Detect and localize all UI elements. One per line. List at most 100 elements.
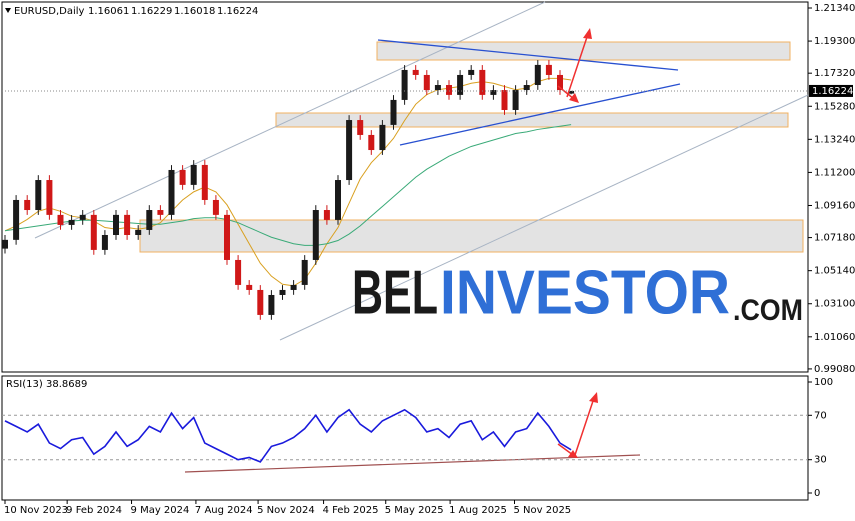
watermark: BEL: [352, 258, 438, 327]
x-tick-label: 10 Nov 2023: [4, 505, 68, 516]
candle-body: [268, 294, 275, 315]
y-tick-label: 1.11200: [814, 167, 855, 178]
x-tick-label: 4 Feb 2025: [323, 505, 379, 516]
candle-body: [323, 210, 330, 220]
y-tick-label: 0: [814, 488, 820, 499]
candle-body: [346, 120, 353, 181]
annotations: [184, 28, 681, 473]
candle-body: [412, 69, 419, 75]
candle-body: [246, 284, 253, 290]
candle-body: [301, 259, 308, 285]
rsi-trend-line: [184, 454, 641, 473]
y-tick-label: 70: [814, 410, 827, 421]
candle-body: [368, 134, 375, 151]
candle-body: [124, 214, 131, 235]
candle-body: [201, 164, 208, 200]
ohlc-open: 1.16061: [88, 6, 129, 17]
candle-body: [512, 90, 519, 110]
candle-body: [523, 85, 530, 91]
support-zone: [139, 219, 804, 253]
candle-body: [501, 90, 508, 110]
y-tick-label: 1.09160: [814, 200, 855, 211]
x-tick-label: 5 May 2025: [385, 505, 444, 516]
candle-body: [379, 124, 386, 151]
candle-body: [434, 85, 441, 91]
y-tick-label: 1.07180: [814, 233, 855, 244]
candle-body: [79, 214, 86, 220]
arrow-head: [583, 28, 592, 39]
candle-body: [479, 69, 486, 95]
arrow: [557, 443, 574, 456]
candle-body: [235, 259, 242, 285]
symbol: EURUSD,Daily: [14, 6, 85, 17]
candle-body: [113, 214, 119, 235]
channel-line: [279, 94, 809, 341]
candle-body: [2, 239, 8, 249]
candle-body: [90, 214, 97, 250]
candle-body: [390, 99, 397, 125]
candle-body: [135, 229, 142, 235]
candle-body: [490, 90, 497, 95]
candle-body: [568, 90, 575, 94]
candle-body: [468, 69, 475, 75]
ohlc-low: 1.16018: [174, 6, 215, 17]
y-tick-label: 30: [814, 455, 827, 466]
symbol-marker: [5, 8, 11, 13]
channel-line: [34, 1, 546, 239]
trend-line: [399, 83, 681, 146]
y-tick-label: 1.19300: [814, 36, 855, 47]
y-tick-label: 1.03100: [814, 299, 855, 310]
y-tick-label: 1.17320: [814, 68, 855, 79]
candle-body: [557, 74, 563, 91]
candle-body: [168, 169, 175, 215]
ohlc-high: 1.16229: [131, 6, 172, 17]
x-tick-label: 9 May 2024: [131, 505, 190, 516]
candle-body: [401, 69, 408, 100]
x-tick-label: 7 Aug 2024: [195, 505, 253, 516]
candle-body: [224, 214, 230, 260]
candle-body: [279, 289, 286, 295]
candle-body: [157, 210, 164, 215]
candle-body: [190, 164, 197, 185]
candle-body: [534, 64, 541, 86]
y-tick-label: 1.13240: [814, 134, 855, 145]
watermark: INVESTOR: [440, 258, 730, 327]
plot: [2, 60, 575, 320]
y-tick-label: 1.05140: [814, 266, 855, 277]
arrow-head: [568, 450, 578, 458]
current-price-box: [809, 84, 853, 97]
candle-body: [146, 210, 153, 230]
arrow-head: [589, 392, 598, 403]
arrow: [557, 85, 575, 100]
moving-average: [4, 124, 572, 246]
y-tick-label: 1.15280: [814, 101, 855, 112]
candle-body: [35, 180, 42, 211]
arrow: [566, 33, 589, 98]
y-tick-label: 100: [814, 377, 833, 388]
candle-body: [46, 180, 53, 215]
x-tick-label: 1 Aug 2025: [449, 505, 507, 516]
candle-body: [446, 85, 452, 95]
trend-line: [377, 39, 679, 71]
rsi-value: 38.8689: [46, 379, 87, 390]
y-tick-label: 1.01060: [814, 332, 855, 343]
rsi-name: RSI(13): [6, 379, 43, 390]
candle-body: [257, 289, 264, 315]
candle-body: [290, 284, 297, 290]
candle-body: [68, 219, 75, 225]
arrow-head: [569, 93, 579, 103]
rsi-line: [4, 408, 572, 463]
candle-body: [212, 199, 219, 215]
ohlc-close: 1.16224: [217, 6, 258, 17]
moving-average: [4, 77, 572, 287]
x-tick-label: 5 Nov 2025: [513, 505, 571, 516]
candle-body: [335, 180, 341, 220]
current-price-label: 1.16224: [812, 86, 853, 97]
candle-body: [545, 64, 552, 75]
arrow: [574, 397, 595, 456]
x-tick-label: 9 Feb 2024: [66, 505, 122, 516]
candle-body: [457, 74, 464, 95]
y-tick-label: 1.21340: [814, 3, 855, 14]
